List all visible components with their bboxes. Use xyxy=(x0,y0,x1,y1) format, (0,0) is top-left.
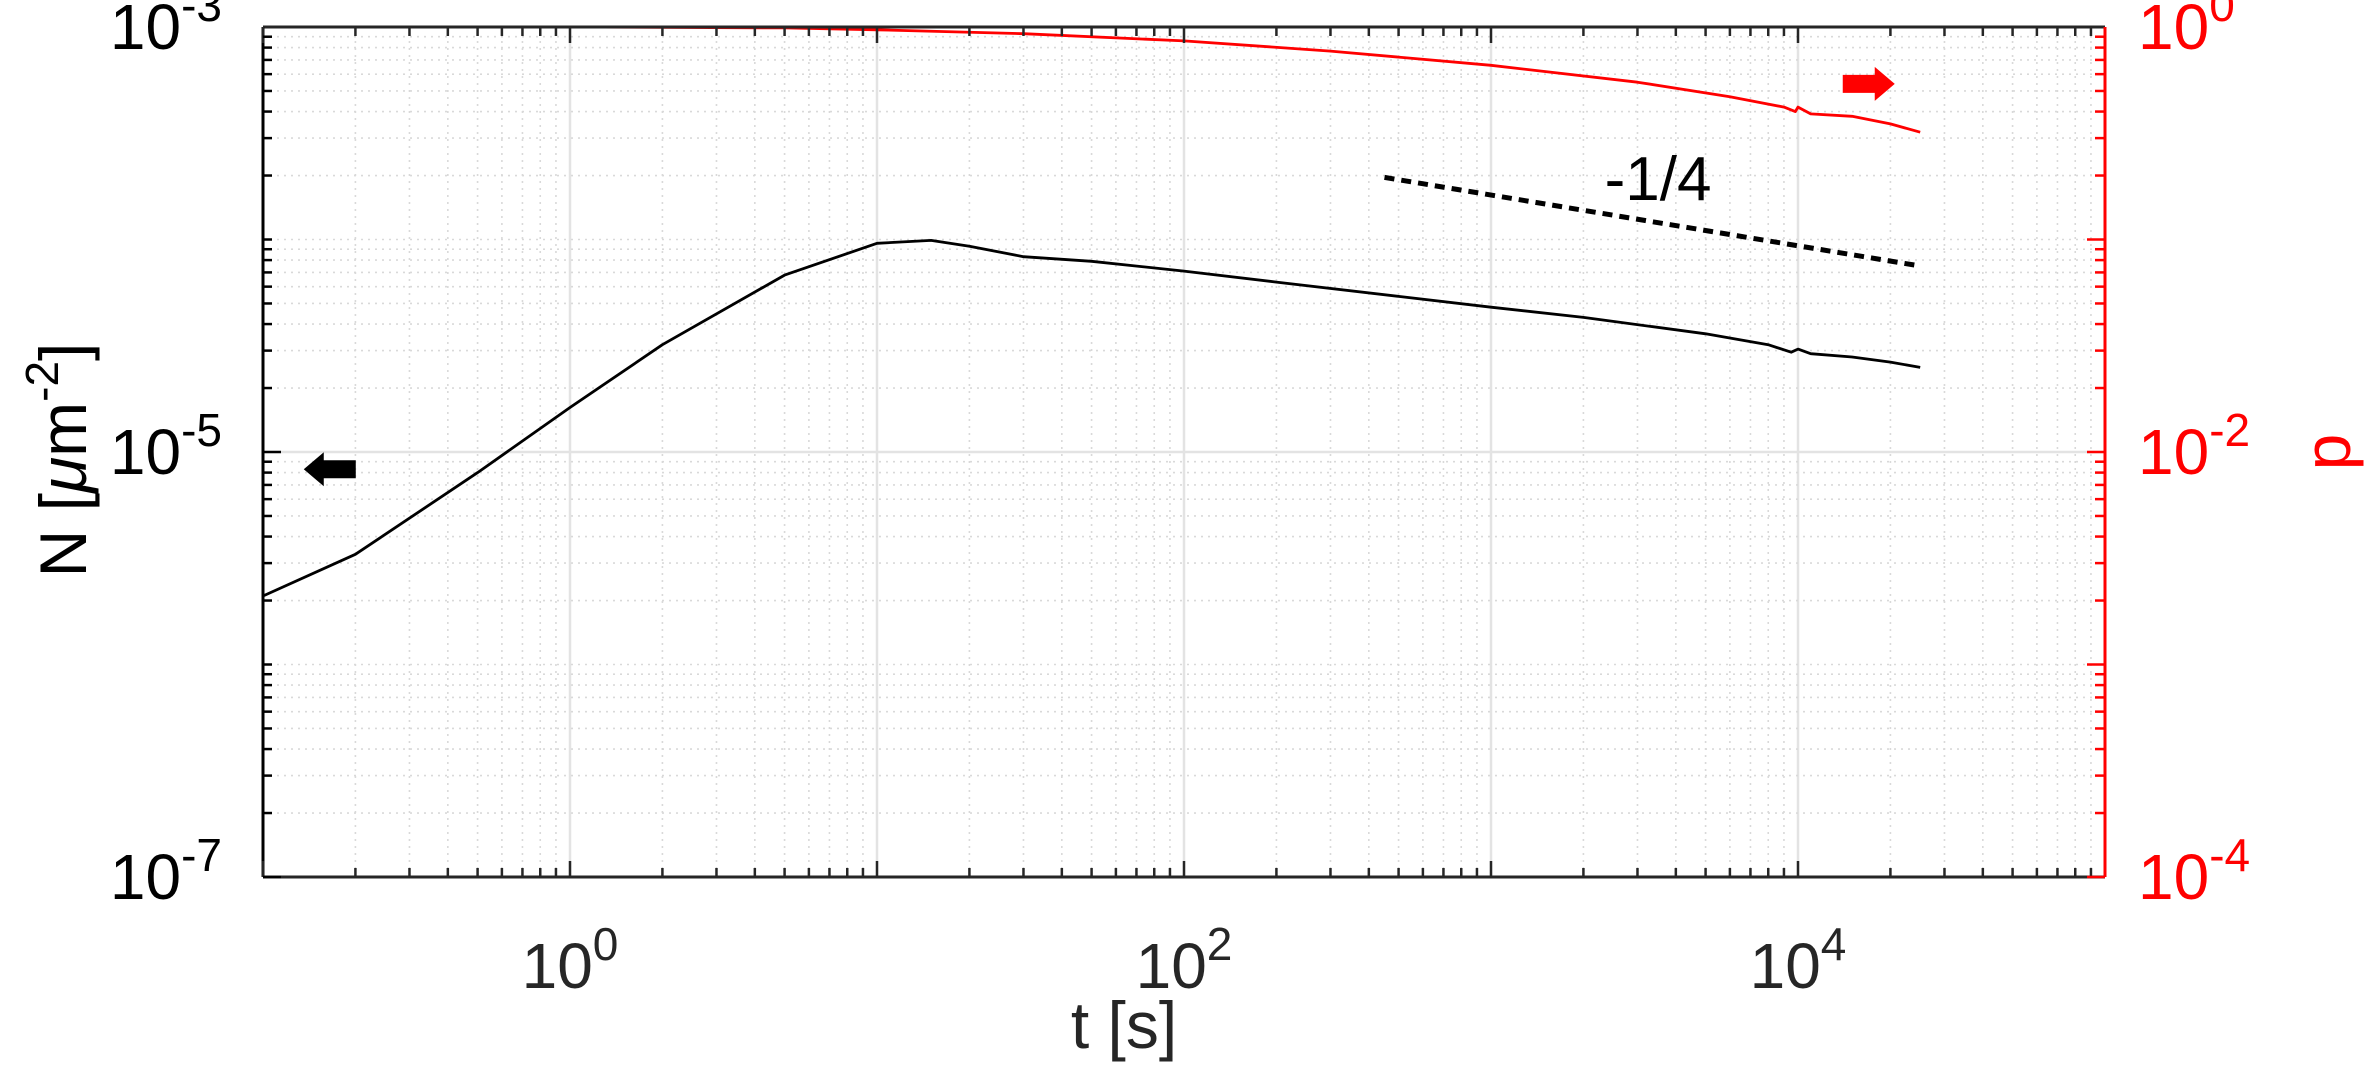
y-left-tick-label: 10-3 xyxy=(110,0,222,63)
x-tick-label: 100 xyxy=(522,918,619,1002)
x-tick-label: 104 xyxy=(1750,918,1847,1002)
slope-annotation: -1/4 xyxy=(1605,145,1712,214)
y-right-tick-label: 100 xyxy=(2138,0,2235,63)
y-left-tick-label: 10-7 xyxy=(110,829,222,913)
left-axis-indicator-arrow xyxy=(303,452,356,487)
y-left-axis-title: N [μm-2] xyxy=(16,343,100,578)
x-tick-label: 102 xyxy=(1136,918,1233,1002)
y-left-tick-label: 10-5 xyxy=(110,404,222,488)
series-n-line xyxy=(262,238,1921,598)
tick-labels: 100 102 104 10-7 10-5 10-3 10-4 10-2 100 t [s] N [… xyxy=(16,0,2364,1062)
slope-guide-line xyxy=(1384,174,1921,269)
annotations: -1/4 xyxy=(303,66,1895,487)
right-axis-indicator-arrow xyxy=(1842,66,1895,101)
y-right-tick-label: 10-2 xyxy=(2138,404,2250,488)
y-right-axis-title: p xyxy=(2290,434,2364,471)
axes xyxy=(261,25,2107,879)
y-right-tick-label: 10-4 xyxy=(2138,829,2250,913)
grid xyxy=(261,27,2105,879)
x-axis-title: t [s] xyxy=(1071,988,1177,1062)
